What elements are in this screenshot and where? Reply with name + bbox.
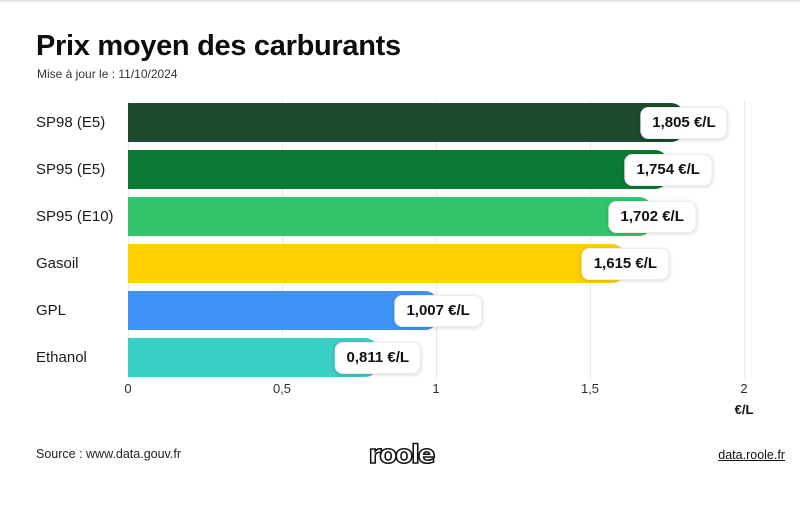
fuel-price-bar-chart: 0 0,5 1 1,5 2 €/L SP98 (E5) 1,805 €/L SP95 (E5) 1…	[36, 100, 754, 417]
value-pill: 1,805 €/L	[640, 106, 728, 139]
x-tick-label: 1,5	[580, 381, 600, 396]
category-label: SP95 (E5)	[36, 161, 106, 178]
category-label: SP95 (E10)	[36, 208, 114, 225]
bar	[128, 103, 684, 142]
grid-line	[282, 100, 283, 378]
bar	[128, 197, 653, 236]
x-axis-unit-label: €/L	[734, 402, 754, 417]
roole-logo-text: roole	[368, 440, 434, 470]
category-label: Gasoil	[36, 255, 79, 272]
source-label: Source : www.data.gouv.fr	[36, 447, 181, 461]
roole-logo: roole	[368, 439, 438, 470]
category-label: GPL	[36, 302, 67, 319]
value-pill: 1,007 €/L	[394, 294, 482, 327]
value-pill: 1,754 €/L	[624, 153, 712, 186]
x-tick-label: 0,5	[272, 381, 292, 396]
bar	[128, 244, 626, 283]
grid-line	[590, 100, 591, 378]
value-pill: 0,811 €/L	[334, 341, 422, 374]
category-label: Ethanol	[36, 349, 87, 366]
x-tick-label: 1	[432, 381, 440, 396]
update-date-label: Mise à jour le : 11/10/2024	[37, 67, 178, 81]
grid-line	[128, 100, 129, 378]
category-label: SP98 (E5)	[36, 114, 106, 131]
value-pill: 1,702 €/L	[608, 200, 696, 233]
x-tick-label: 0	[124, 381, 132, 396]
data-roole-link[interactable]: data.roole.fr	[718, 448, 785, 462]
bar	[128, 150, 669, 189]
value-pill: 1,615 €/L	[581, 247, 670, 280]
x-tick-label: 2	[740, 381, 748, 396]
bar	[128, 291, 439, 330]
top-edge-divider	[0, 0, 800, 3]
grid-line	[436, 100, 437, 378]
page-title: Prix moyen des carburants	[36, 30, 401, 62]
grid-line	[744, 100, 745, 378]
